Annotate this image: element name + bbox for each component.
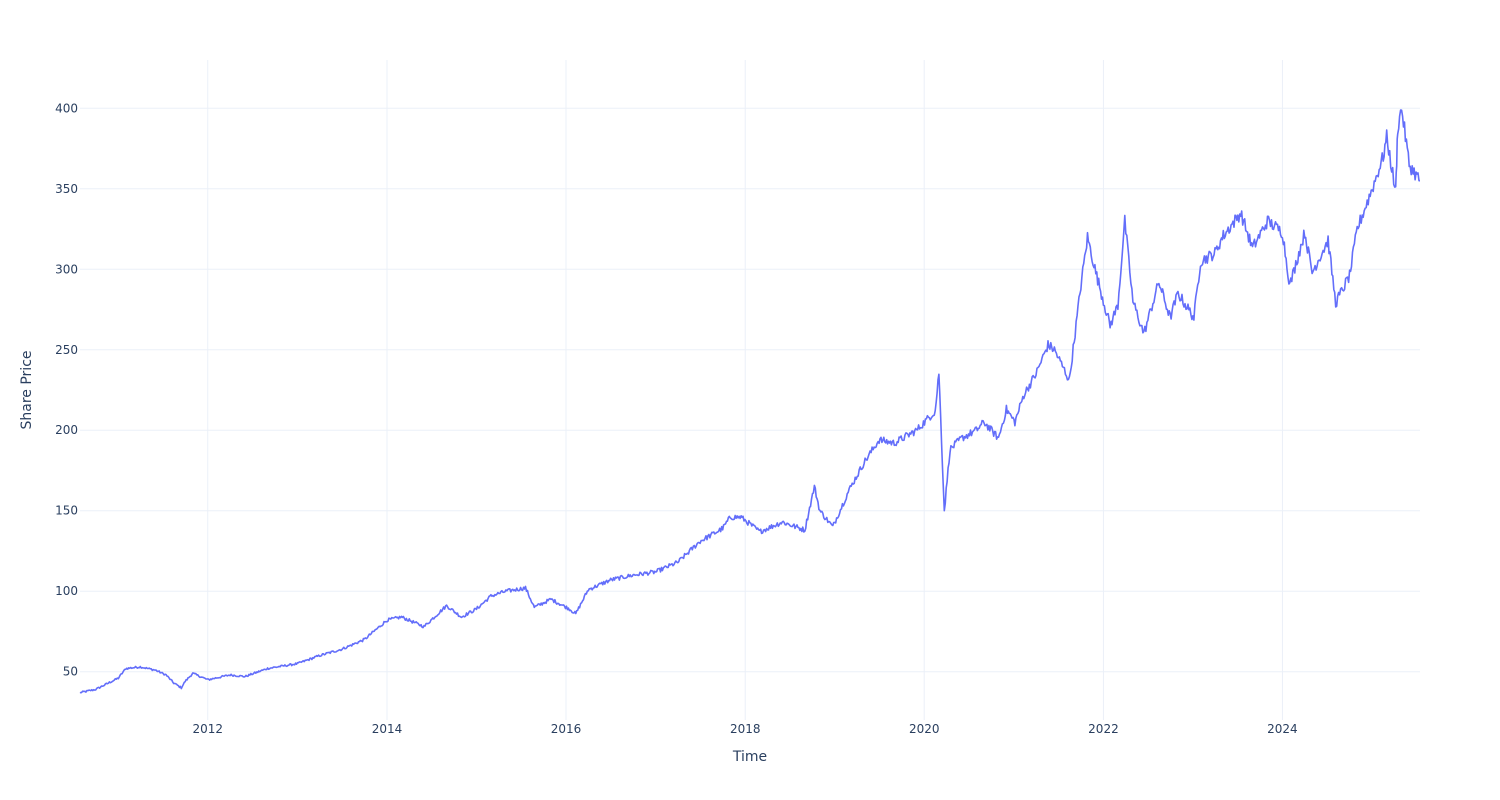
y-tick-label: 300 xyxy=(55,262,78,276)
y-tick-label: 250 xyxy=(55,343,78,357)
y-tick-label: 400 xyxy=(55,101,78,115)
x-axis-title: Time xyxy=(732,749,767,765)
x-tick-label: 2022 xyxy=(1088,722,1119,736)
x-tick-label: 2016 xyxy=(551,722,582,736)
y-axis-title: Share Price xyxy=(19,350,35,429)
y-tick-label: 200 xyxy=(55,423,78,437)
x-tick-label: 2014 xyxy=(372,722,403,736)
y-tick-label: 350 xyxy=(55,182,78,196)
y-tick-labels: 50 100 150 200 250 300 350 400 xyxy=(55,101,78,678)
y-gridlines xyxy=(80,107,1420,673)
x-tick-label: 2024 xyxy=(1267,722,1298,736)
x-gridlines xyxy=(207,60,1283,720)
series-layer xyxy=(79,109,1420,694)
x-tick-label: 2012 xyxy=(192,722,223,736)
y-tick-label: 150 xyxy=(55,504,78,518)
y-tick-label: 50 xyxy=(63,665,78,679)
y-tick-label: 100 xyxy=(55,584,78,598)
series-line xyxy=(79,109,1420,694)
x-tick-labels: 2012 2014 2016 2018 2020 2022 2024 xyxy=(192,722,1297,736)
x-tick-label: 2018 xyxy=(730,722,761,736)
x-tick-label: 2020 xyxy=(909,722,940,736)
